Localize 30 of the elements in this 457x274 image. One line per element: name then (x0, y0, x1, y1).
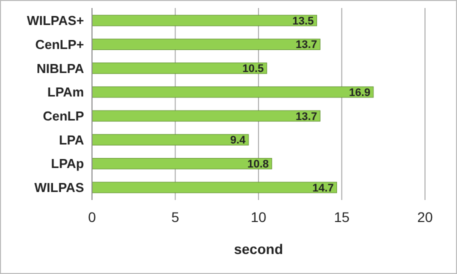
x-tick-label: 15 (334, 209, 350, 225)
bar (92, 110, 320, 122)
bar (92, 38, 320, 50)
data-label: 10.5 (242, 63, 264, 76)
y-tick-label: WILPAS (34, 180, 84, 196)
y-tick-label: LPA (58, 132, 85, 148)
bar (92, 182, 338, 194)
y-tick-label: CenLP+ (35, 36, 84, 52)
bar (92, 158, 272, 170)
data-label: 16.9 (348, 86, 370, 99)
x-tick-label: 0 (88, 209, 96, 225)
bar (92, 62, 268, 74)
bar (92, 14, 318, 26)
data-label: 10.8 (247, 158, 269, 170)
y-tick-label: LPAm (47, 84, 84, 100)
x-tick-label: 20 (417, 209, 433, 225)
data-label: 13.7 (296, 39, 318, 52)
y-tick-label: CenLP (42, 108, 84, 124)
x-tick-label: 10 (250, 209, 266, 225)
x-axis-title: second (234, 241, 284, 257)
y-tick-label: WILPAS+ (26, 13, 84, 28)
bar (92, 86, 374, 98)
data-label: 13.5 (292, 15, 314, 28)
x-tick-label: 5 (171, 209, 180, 225)
y-tick-label: LPAp (51, 156, 84, 172)
y-tick-label: NIBLPA (36, 60, 85, 76)
data-label: 9.4 (230, 134, 246, 147)
data-label: 13.7 (296, 110, 318, 123)
data-label: 14.7 (312, 182, 334, 194)
bar (92, 134, 249, 146)
